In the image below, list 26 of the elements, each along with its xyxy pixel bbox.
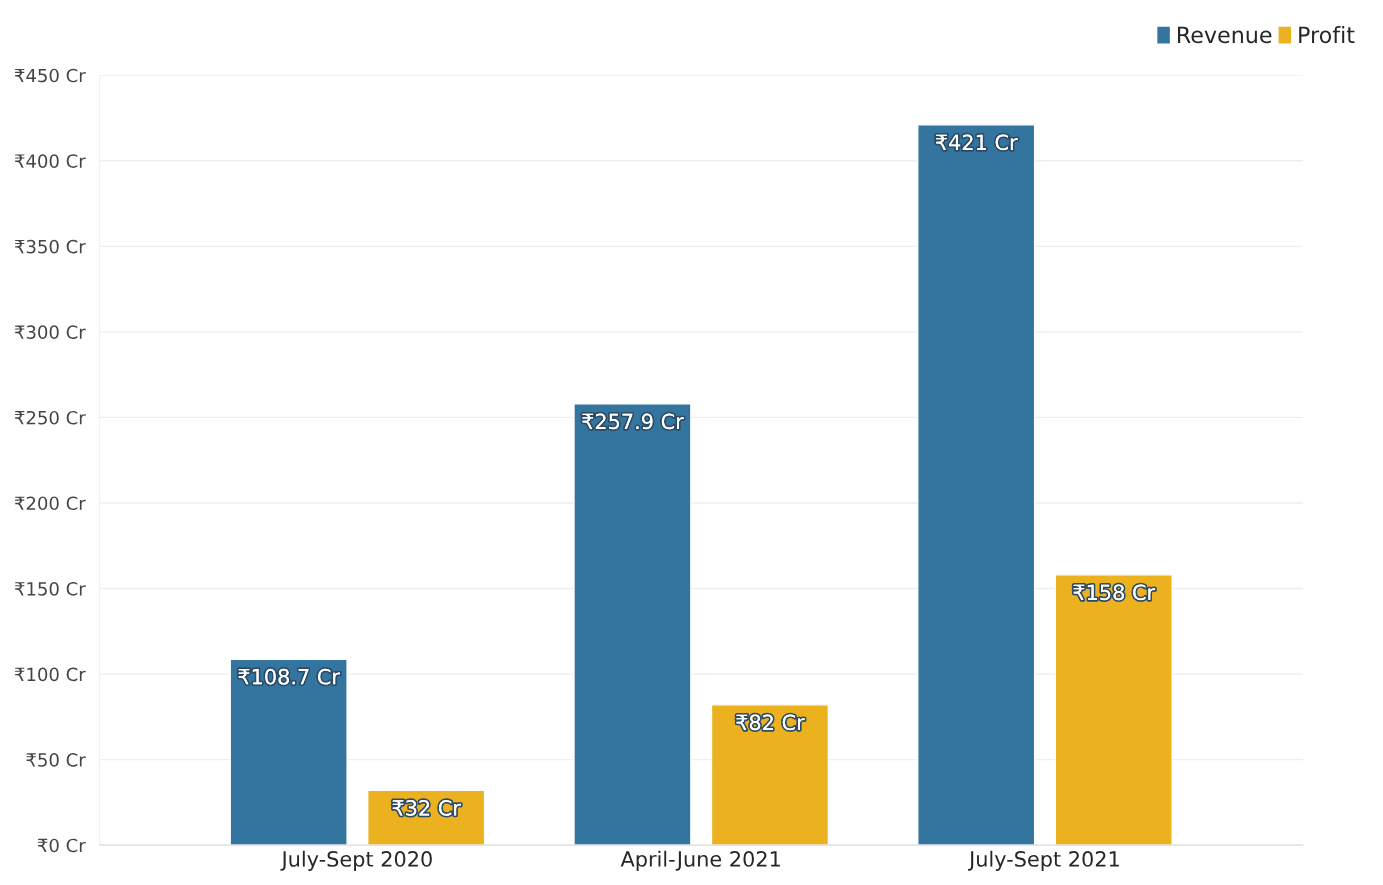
x-tick-label: July-Sept 2021	[968, 850, 1119, 871]
y-tick-label: ₹50 Cr	[26, 753, 86, 767]
legend-label: Revenue	[1177, 26, 1272, 44]
y-tick-label: ₹0 Cr	[37, 838, 86, 853]
data-label: ₹32 Cr	[392, 800, 461, 816]
data-label: ₹82 Cr	[736, 714, 805, 731]
x-tick-label: April-June 2021	[620, 850, 780, 871]
bar	[229, 658, 348, 846]
y-tick-label: ₹100 Cr	[14, 667, 86, 682]
bar	[710, 704, 830, 846]
y-tick-label: ₹300 Cr	[14, 325, 86, 339]
data-label: ₹421 Cr	[935, 134, 1018, 151]
y-tick-label: ₹400 Cr	[14, 154, 86, 168]
bar	[1054, 574, 1173, 846]
data-label: ₹158 Cr	[1073, 584, 1156, 601]
y-tick-label: ₹200 Cr	[14, 496, 86, 511]
data-label: ₹108.7 Cr	[238, 668, 340, 685]
data-label: ₹257.9 Cr	[582, 413, 684, 430]
legend-label: Profit	[1299, 26, 1355, 44]
y-tick-label: ₹350 Cr	[14, 239, 86, 254]
bar	[917, 124, 1036, 846]
y-tick-label: ₹250 Cr	[14, 410, 86, 425]
bar	[573, 403, 692, 846]
y-tick-label: ₹450 Cr	[14, 68, 86, 83]
x-tick-label: July-Sept 2020	[280, 850, 432, 871]
y-tick-label: ₹150 Cr	[14, 581, 86, 596]
